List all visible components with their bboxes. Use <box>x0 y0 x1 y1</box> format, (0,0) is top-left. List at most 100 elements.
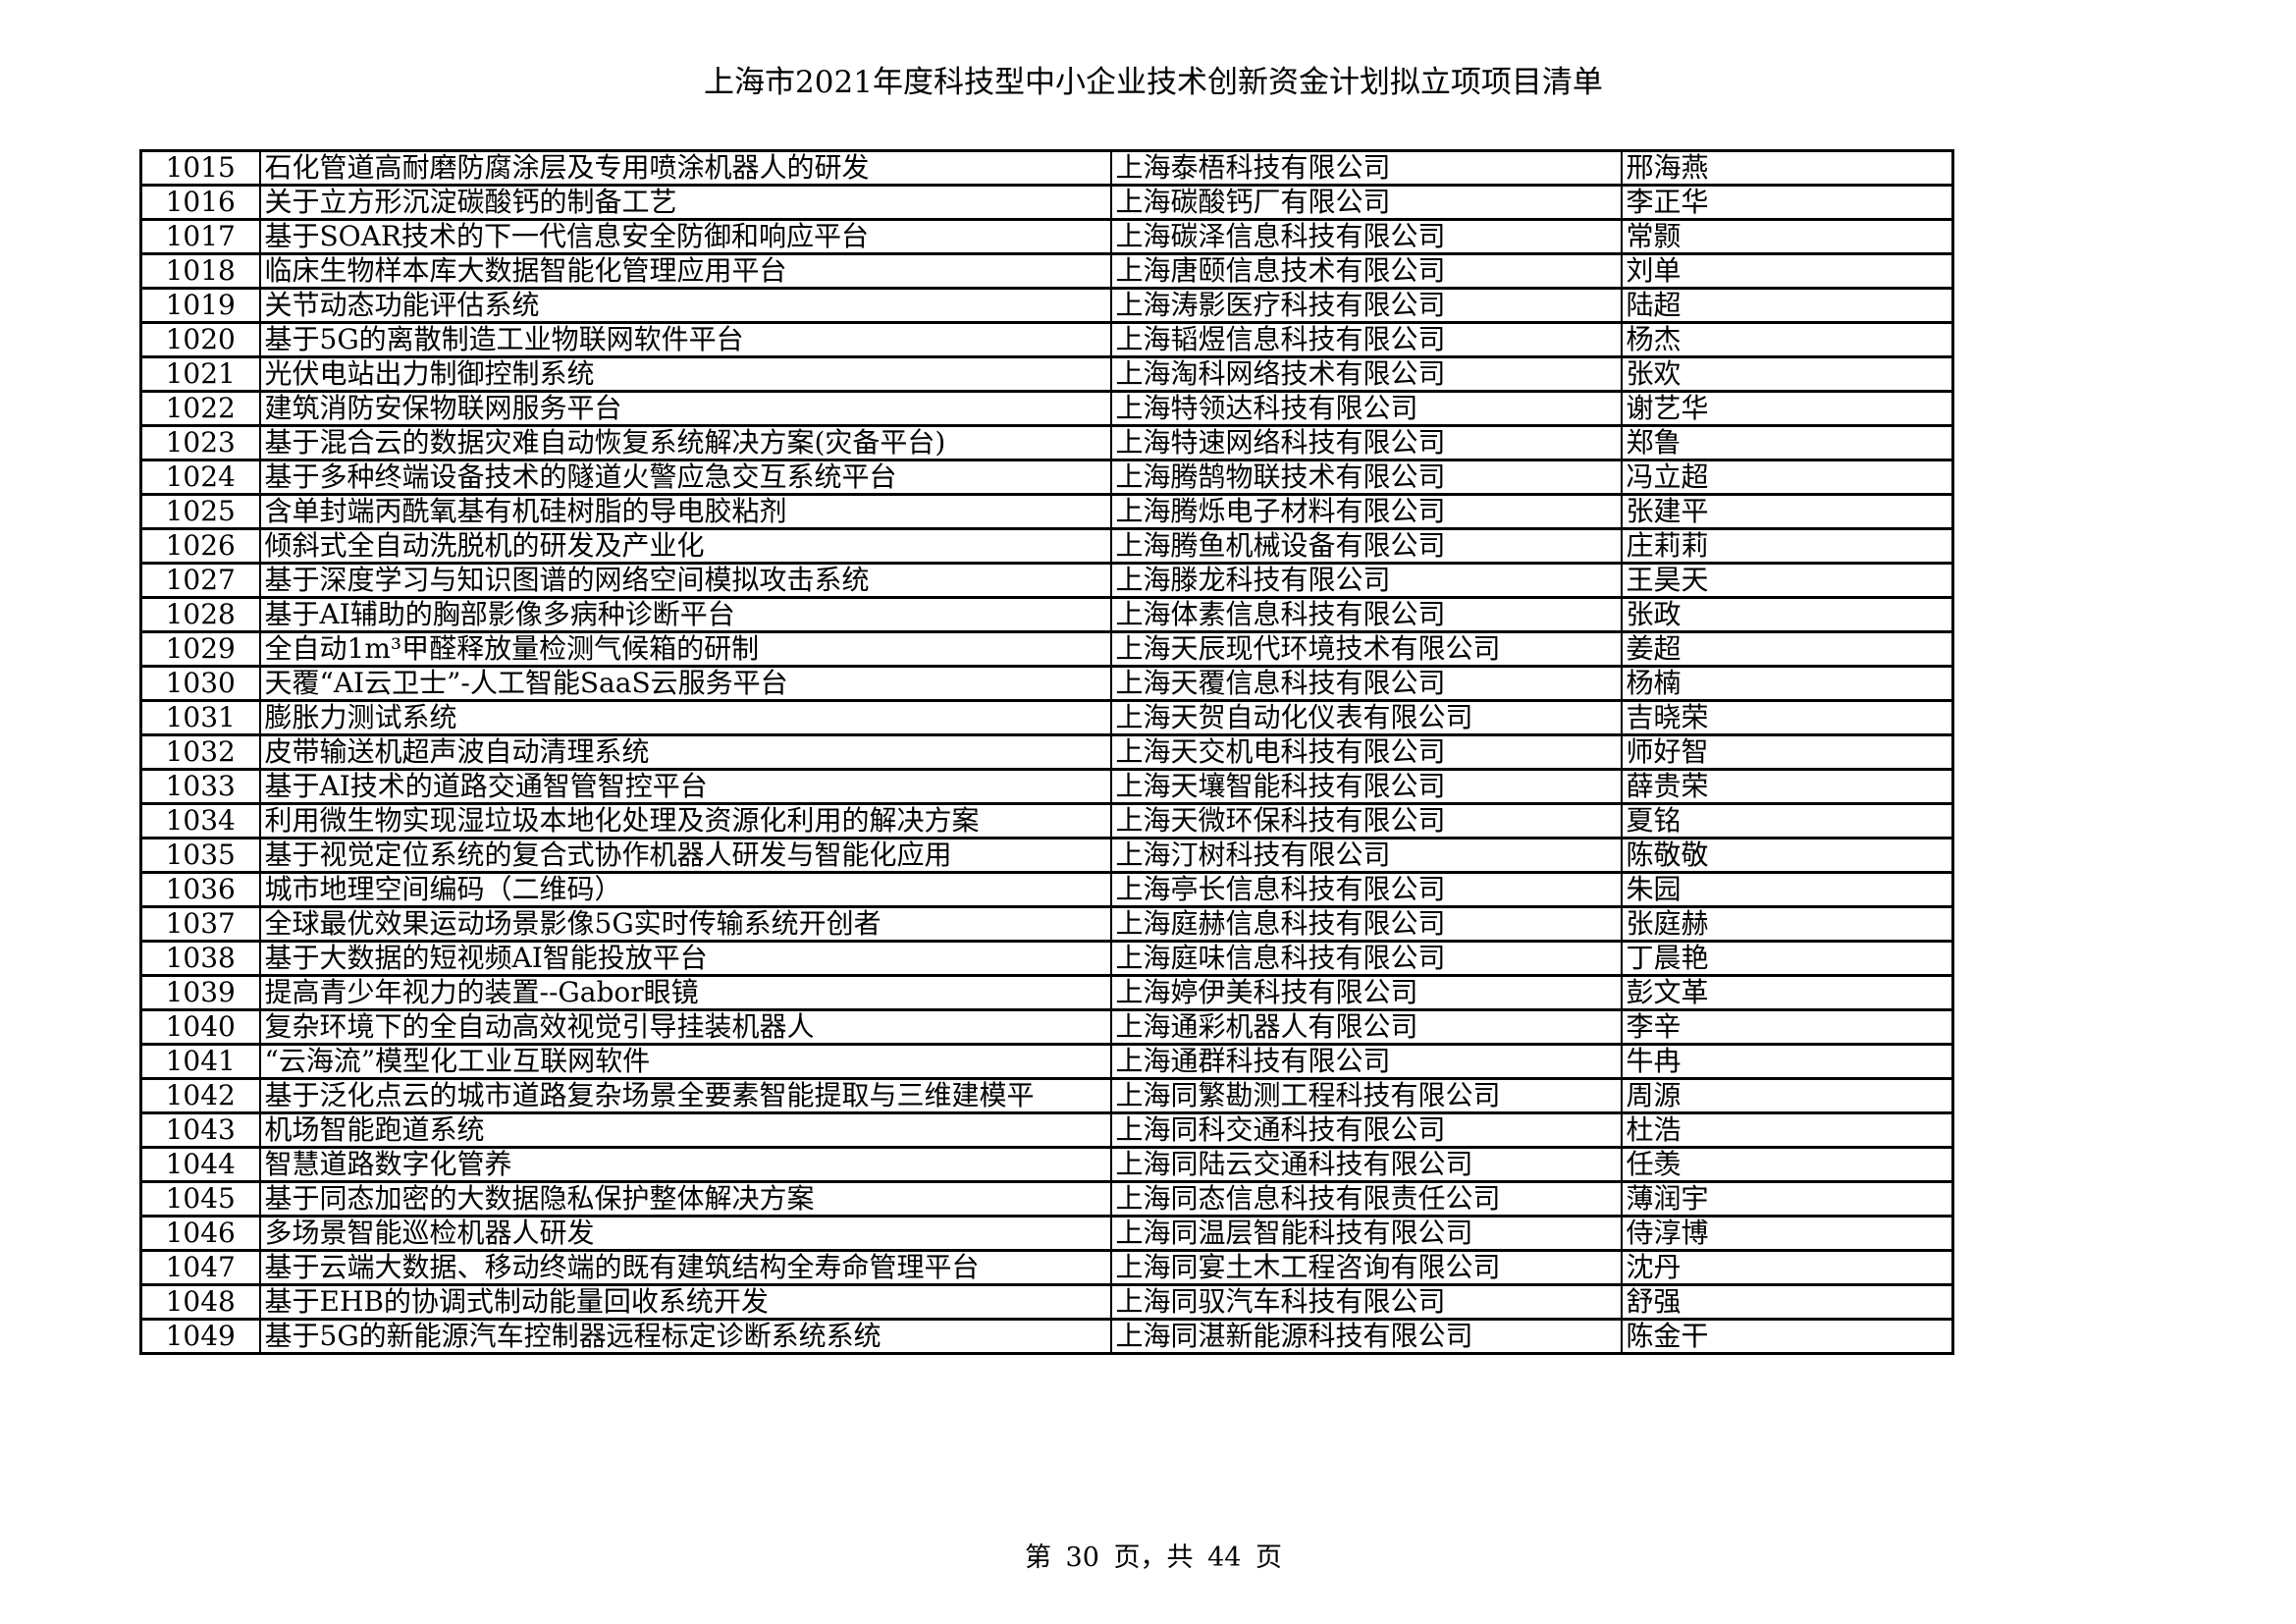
contact-person: 邢海燕 <box>1621 149 1953 187</box>
project-name: 机场智能跑道系统 <box>259 1111 1112 1149</box>
project-name: 基于多种终端设备技术的隧道火警应急交互系统平台 <box>259 459 1112 496</box>
row-number: 1020 <box>140 321 261 358</box>
row-number: 1021 <box>140 355 261 393</box>
table-row: 1015 石化管道高耐磨防腐涂层及专用喷涂机器人的研发 上海泰梧科技有限公司 邢海燕 <box>140 149 1953 187</box>
company-name: 上海同驭汽车科技有限公司 <box>1110 1283 1623 1321</box>
company-name: 上海汀树科技有限公司 <box>1110 837 1623 874</box>
row-number: 1030 <box>140 665 261 702</box>
contact-person: 薛贵荣 <box>1621 768 1953 805</box>
company-name: 上海亭长信息科技有限公司 <box>1110 871 1623 908</box>
company-name: 上海同繁勘测工程科技有限公司 <box>1110 1077 1623 1114</box>
contact-person: 张政 <box>1621 596 1953 633</box>
row-number: 1040 <box>140 1008 261 1046</box>
company-name: 上海特速网络科技有限公司 <box>1110 424 1623 461</box>
row-number: 1017 <box>140 218 261 255</box>
row-number: 1031 <box>140 699 261 736</box>
company-name: 上海天交机电科技有限公司 <box>1110 733 1623 771</box>
company-name: 上海淘科网络技术有限公司 <box>1110 355 1623 393</box>
table-row: 1029 全自动1m³甲醛释放量检测气候箱的研制 上海天辰现代环境技术有限公司 姜超 <box>140 630 1953 668</box>
company-name: 上海婷伊美科技有限公司 <box>1110 974 1623 1011</box>
company-name: 上海体素信息科技有限公司 <box>1110 596 1623 633</box>
row-number: 1019 <box>140 287 261 324</box>
row-number: 1039 <box>140 974 261 1011</box>
contact-person: 陈金干 <box>1621 1318 1953 1355</box>
row-number: 1023 <box>140 424 261 461</box>
table-row: 1033 基于AI技术的道路交通智管智控平台 上海天壤智能科技有限公司 薛贵荣 <box>140 768 1953 805</box>
contact-person: 侍淳博 <box>1621 1215 1953 1252</box>
table-row: 1040 复杂环境下的全自动高效视觉引导挂装机器人 上海通彩机器人有限公司 李辛 <box>140 1008 1953 1046</box>
table-row: 1017 基于SOAR技术的下一代信息安全防御和响应平台 上海碳泽信息科技有限公司常… <box>140 218 1953 255</box>
row-number: 1048 <box>140 1283 261 1321</box>
table-row: 1042 基于泛化点云的城市道路复杂场景全要素智能提取与三维建模平 上海同繁勘测工程… <box>140 1077 1953 1114</box>
project-name: 关节动态功能评估系统 <box>259 287 1112 324</box>
company-name: 上海碳泽信息科技有限公司 <box>1110 218 1623 255</box>
page-number: 第 30 页，共 44 页 <box>1024 1543 1283 1573</box>
contact-person: 李辛 <box>1621 1008 1953 1046</box>
project-table: 1015 石化管道高耐磨防腐涂层及专用喷涂机器人的研发 上海泰梧科技有限公司 邢海燕 1… <box>139 149 1954 1355</box>
contact-person: 陈敬敬 <box>1621 837 1953 874</box>
contact-person: 舒强 <box>1621 1283 1953 1321</box>
contact-person: 常颢 <box>1621 218 1953 255</box>
project-name: 基于AI辅助的胸部影像多病种诊断平台 <box>259 596 1112 633</box>
project-name: 利用微生物实现湿垃圾本地化处理及资源化利用的解决方案 <box>259 802 1112 839</box>
row-number: 1037 <box>140 905 261 943</box>
row-number: 1043 <box>140 1111 261 1149</box>
table-row: 1047 基于云端大数据、移动终端的既有建筑结构全寿命管理平台 上海同宴土木工程咨询… <box>140 1249 1953 1286</box>
project-name: 光伏电站出力制御控制系统 <box>259 355 1112 393</box>
company-name: 上海通彩机器人有限公司 <box>1110 1008 1623 1046</box>
project-name: 皮带输送机超声波自动清理系统 <box>259 733 1112 771</box>
contact-person: 杨楠 <box>1621 665 1953 702</box>
company-name: 上海天覆信息科技有限公司 <box>1110 665 1623 702</box>
contact-person: 沈丹 <box>1621 1249 1953 1286</box>
company-name: 上海同湛新能源科技有限公司 <box>1110 1318 1623 1355</box>
contact-person: 张庭赫 <box>1621 905 1953 943</box>
project-name: 倾斜式全自动洗脱机的研发及产业化 <box>259 527 1112 565</box>
project-name: 关于立方形沉淀碳酸钙的制备工艺 <box>259 184 1112 221</box>
contact-person: 谢艺华 <box>1621 390 1953 427</box>
table-row: 1038 基于大数据的短视频AI智能投放平台 上海庭味信息科技有限公司 丁晨艳 <box>140 940 1953 977</box>
table-row: 1034 利用微生物实现湿垃圾本地化处理及资源化利用的解决方案 上海天微环保科技有限… <box>140 802 1953 839</box>
contact-person: 张建平 <box>1621 493 1953 530</box>
company-name: 上海天微环保科技有限公司 <box>1110 802 1623 839</box>
table-row: 1023 基于混合云的数据灾难自动恢复系统解决方案(灾备平台) 上海特速网络科技有限… <box>140 424 1953 461</box>
company-name: 上海天壤智能科技有限公司 <box>1110 768 1623 805</box>
row-number: 1042 <box>140 1077 261 1114</box>
table-row: 1030 天覆“AI云卫士”-人工智能SaaS云服务平台 上海天覆信息科技有限公司杨… <box>140 665 1953 702</box>
company-name: 上海腾鱼机械设备有限公司 <box>1110 527 1623 565</box>
table-row: 1019 关节动态功能评估系统 上海涛影医疗科技有限公司 陆超 <box>140 287 1953 324</box>
contact-person: 姜超 <box>1621 630 1953 668</box>
table-row: 1018 临床生物样本库大数据智能化管理应用平台 上海唐颐信息技术有限公司 刘单 <box>140 252 1953 290</box>
project-name: 基于AI技术的道路交通智管智控平台 <box>259 768 1112 805</box>
contact-person: 杜浩 <box>1621 1111 1953 1149</box>
contact-person: 王昊天 <box>1621 562 1953 599</box>
table-row: 1043 机场智能跑道系统 上海同科交通科技有限公司 杜浩 <box>140 1111 1953 1149</box>
project-name: 天覆“AI云卫士”-人工智能SaaS云服务平台 <box>259 665 1112 702</box>
contact-person: 郑鲁 <box>1621 424 1953 461</box>
contact-person: 师好智 <box>1621 733 1953 771</box>
project-name: 临床生物样本库大数据智能化管理应用平台 <box>259 252 1112 290</box>
contact-person: 冯立超 <box>1621 459 1953 496</box>
project-name: 提高青少年视力的装置--Gabor眼镜 <box>259 974 1112 1011</box>
company-name: 上海同宴土木工程咨询有限公司 <box>1110 1249 1623 1286</box>
project-name: 基于5G的新能源汽车控制器远程标定诊断系统系统 <box>259 1318 1112 1355</box>
project-name: 基于泛化点云的城市道路复杂场景全要素智能提取与三维建模平 <box>259 1077 1112 1114</box>
contact-person: 朱园 <box>1621 871 1953 908</box>
project-name: 基于同态加密的大数据隐私保护整体解决方案 <box>259 1180 1112 1218</box>
project-name: 基于EHB的协调式制动能量回收系统开发 <box>259 1283 1112 1321</box>
row-number: 1036 <box>140 871 261 908</box>
page-title: 上海市2021年度科技型中小企业技术创新资金计划拟立项项目清单 <box>704 65 1603 100</box>
row-number: 1027 <box>140 562 261 599</box>
company-name: 上海唐颐信息技术有限公司 <box>1110 252 1623 290</box>
company-name: 上海涛影医疗科技有限公司 <box>1110 287 1623 324</box>
project-name: 基于SOAR技术的下一代信息安全防御和响应平台 <box>259 218 1112 255</box>
row-number: 1035 <box>140 837 261 874</box>
project-name: 基于大数据的短视频AI智能投放平台 <box>259 940 1112 977</box>
project-name: 基于混合云的数据灾难自动恢复系统解决方案(灾备平台) <box>259 424 1112 461</box>
row-number: 1026 <box>140 527 261 565</box>
row-number: 1038 <box>140 940 261 977</box>
contact-person: 吉晓荣 <box>1621 699 1953 736</box>
contact-person: 庄莉莉 <box>1621 527 1953 565</box>
project-name: 智慧道路数字化管养 <box>259 1146 1112 1183</box>
project-name: 基于云端大数据、移动终端的既有建筑结构全寿命管理平台 <box>259 1249 1112 1286</box>
row-number: 1025 <box>140 493 261 530</box>
